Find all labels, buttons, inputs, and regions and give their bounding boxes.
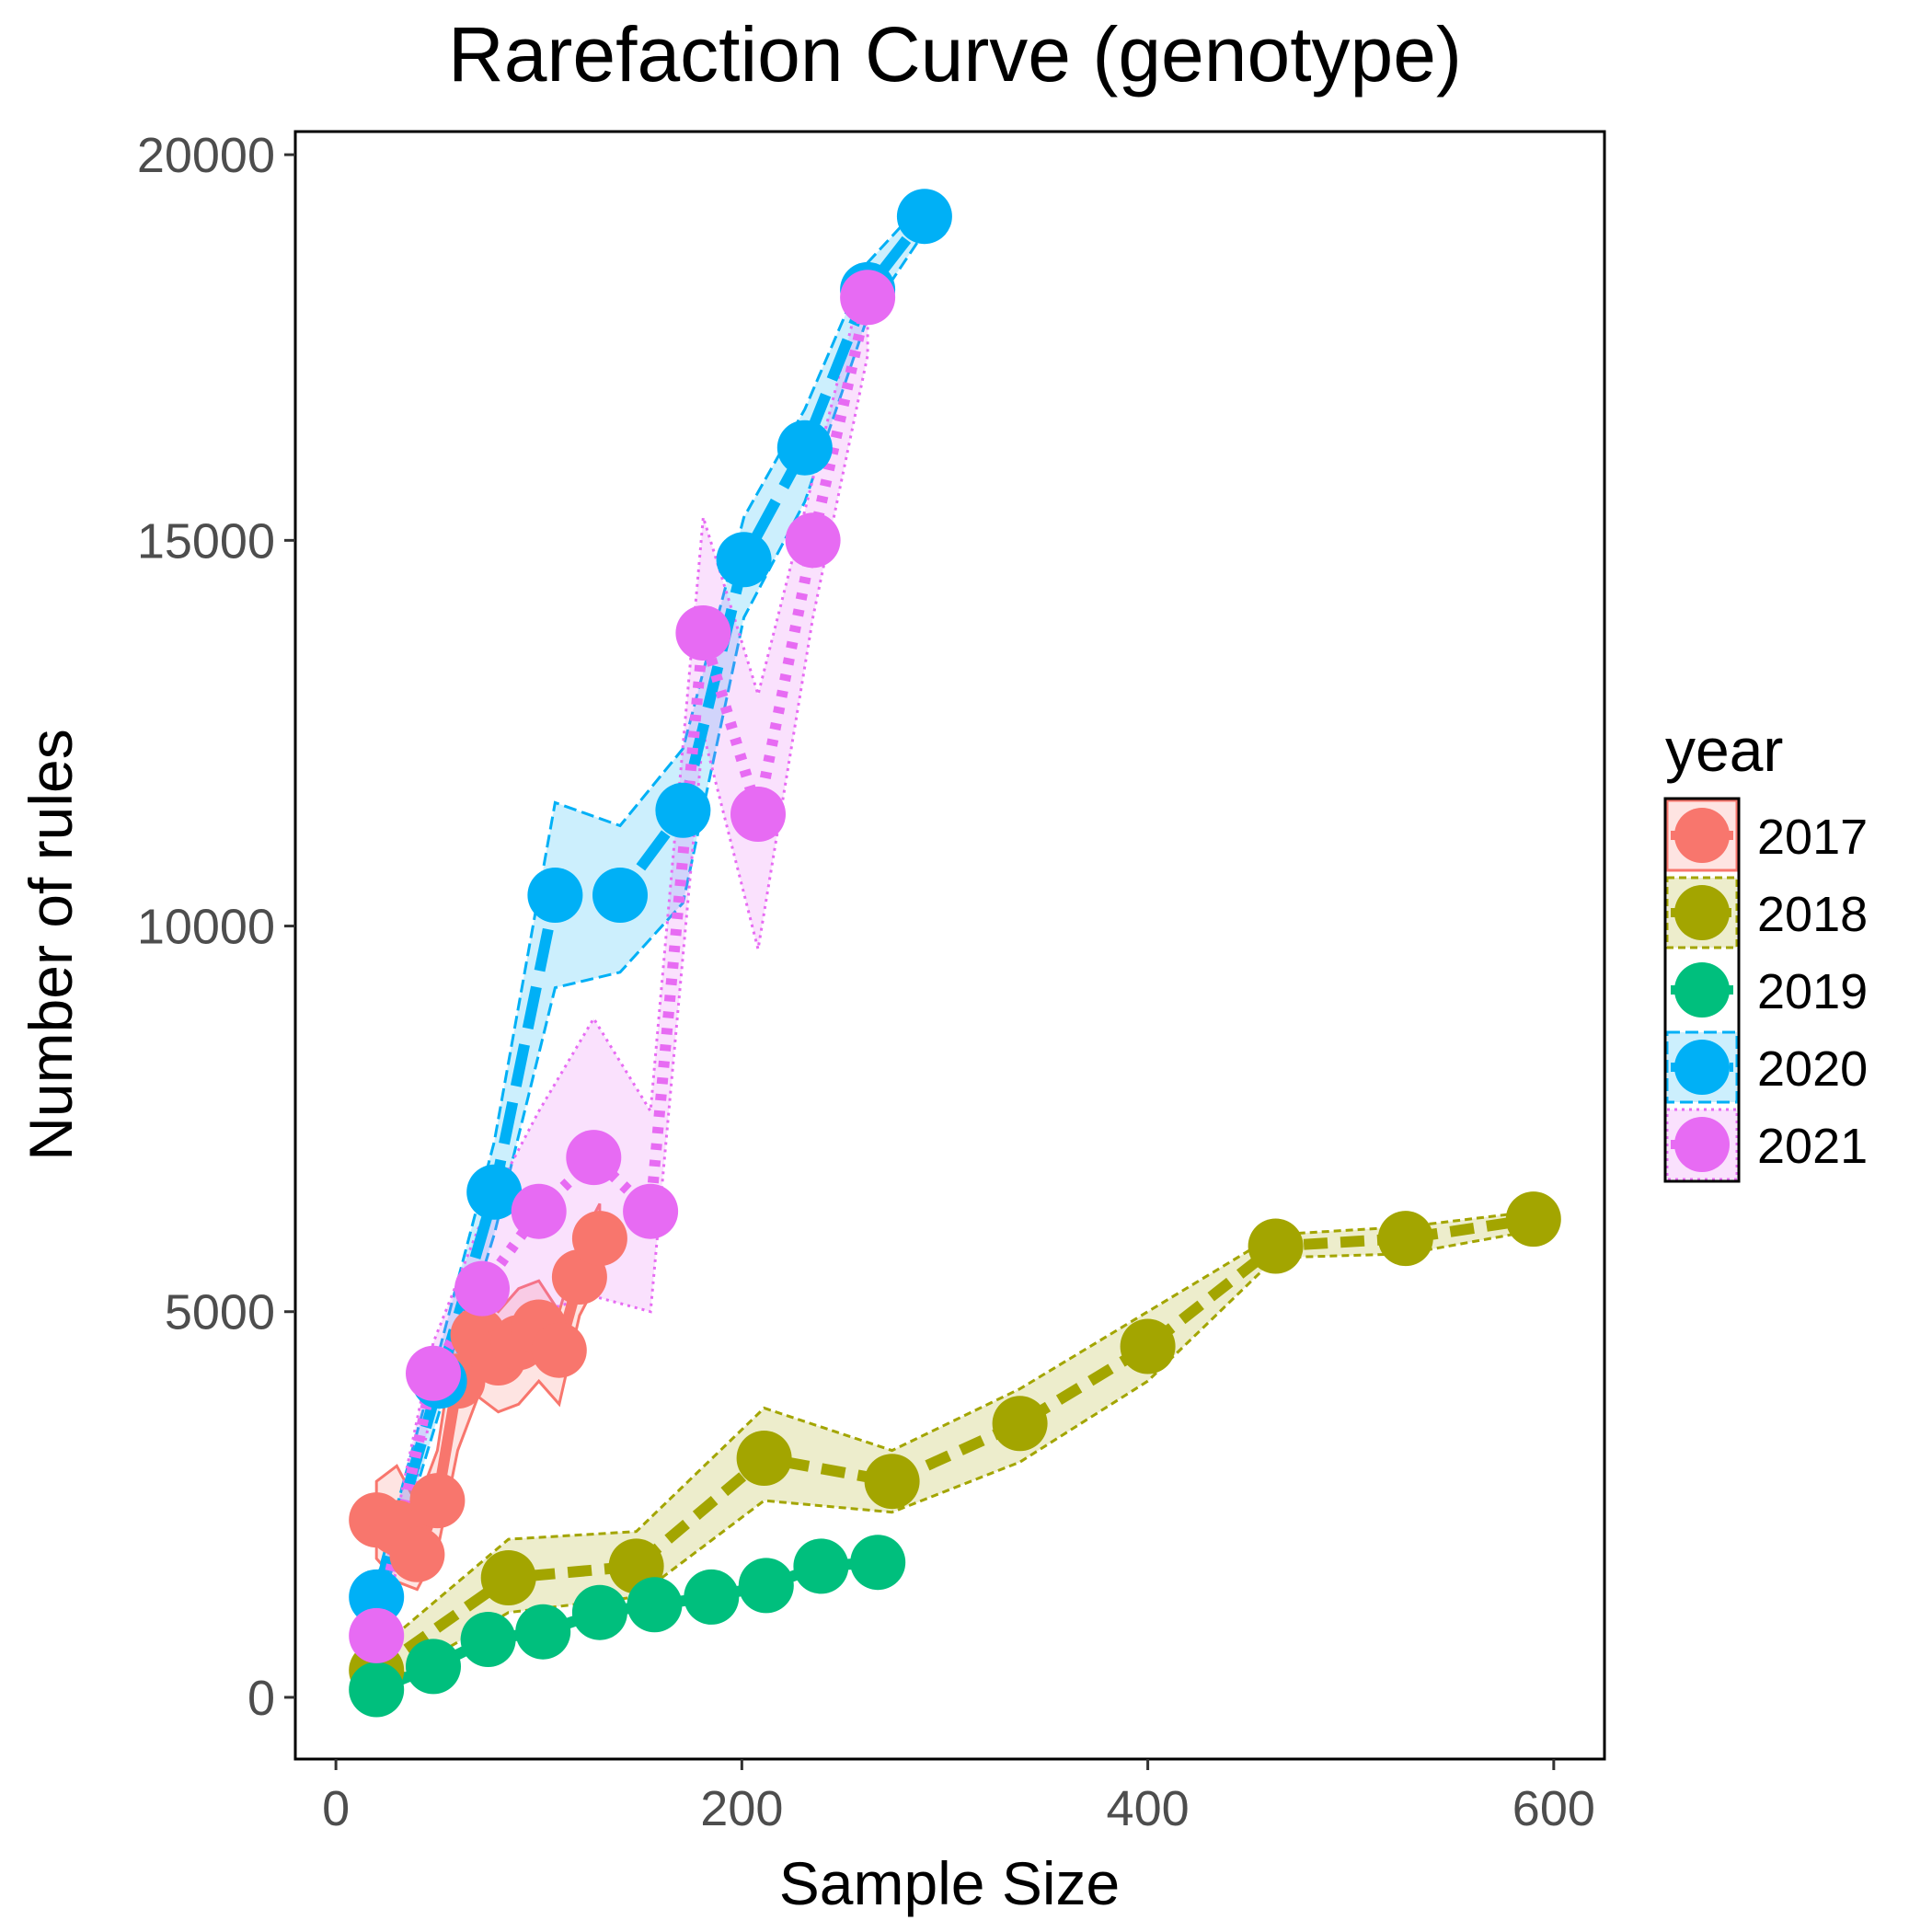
chart-title: Rarefaction Curve (genotype) — [448, 11, 1462, 98]
series-2018-line — [373, 1213, 1535, 1675]
series-2019-point — [515, 1604, 571, 1660]
legend-key-2020 — [1674, 1040, 1730, 1095]
series-2021-point — [785, 512, 841, 569]
series-2018-point — [1120, 1318, 1176, 1374]
series-2020-point — [716, 532, 772, 588]
series-2019-point — [349, 1662, 405, 1718]
series-2021-point — [675, 605, 731, 661]
legend-item-2021: 2021 — [1665, 1108, 1868, 1181]
x-tick-label: 400 — [1107, 1781, 1190, 1836]
legend-item-2018: 2018 — [1665, 876, 1868, 949]
series-2021-point — [511, 1183, 567, 1239]
legend-key-2019 — [1674, 962, 1730, 1018]
x-tick-label: 0 — [322, 1781, 350, 1836]
x-tick-label: 600 — [1512, 1781, 1595, 1836]
series-2021-point — [566, 1130, 622, 1186]
series-2021-point — [730, 787, 786, 842]
legend-label: 2020 — [1757, 1041, 1868, 1097]
x-tick-label: 200 — [700, 1781, 783, 1836]
legend-key-frame — [1663, 797, 1741, 1183]
series-2018-point — [992, 1396, 1048, 1452]
legend-title: year — [1665, 716, 1783, 784]
series-2019-point — [460, 1612, 516, 1667]
legend-item-2017: 2017 — [1665, 799, 1868, 872]
series-2018-point — [864, 1454, 920, 1510]
legend-key-2021 — [1674, 1117, 1730, 1172]
series-2019-point — [850, 1535, 906, 1591]
y-tick-label: 10000 — [137, 900, 275, 955]
legend-label: 2017 — [1757, 810, 1868, 865]
series-2017-point — [531, 1322, 587, 1378]
point-layer — [349, 189, 1561, 1718]
legend: 2017 2018 2019 2020 2021 — [1663, 797, 1868, 1183]
series-2020-point — [896, 189, 952, 245]
series-2020-point — [527, 868, 583, 923]
axis-layer: 0 200 400 600 0 5000 10000 15000 20000 — [137, 128, 1595, 1836]
series-2021-point — [623, 1183, 679, 1239]
series-2020-point — [349, 1569, 405, 1625]
y-tick-label: 5000 — [165, 1285, 275, 1340]
series-2021-point — [349, 1607, 405, 1663]
series-2019-point — [627, 1577, 683, 1633]
series-2018-point — [1248, 1218, 1304, 1274]
y-tick-label: 15000 — [137, 513, 275, 569]
series-2019-line — [374, 1557, 879, 1696]
series-2021-point — [406, 1345, 461, 1401]
series-2020-point — [592, 868, 648, 923]
series-2018-point — [736, 1431, 792, 1486]
series-2017-point — [389, 1526, 445, 1582]
series-2018-point — [1505, 1191, 1561, 1248]
legend-key-2018 — [1674, 885, 1730, 940]
y-axis-title: Number of rules — [17, 729, 85, 1161]
series-2017-point — [571, 1211, 627, 1267]
series-2021-point — [454, 1260, 510, 1317]
series-2020-point — [776, 420, 833, 476]
series-2017-point — [409, 1473, 466, 1529]
series-2019-point — [738, 1558, 794, 1614]
series-2018-point — [480, 1550, 536, 1605]
series-2018-point — [1377, 1211, 1433, 1267]
x-axis-title: Sample Size — [779, 1849, 1121, 1917]
series-2020-point — [655, 782, 711, 838]
y-tick-label: 0 — [247, 1671, 275, 1726]
series-2019-point — [571, 1584, 627, 1640]
legend-label: 2021 — [1757, 1119, 1868, 1174]
series-2019-point — [406, 1639, 461, 1695]
legend-item-2020: 2020 — [1665, 1030, 1868, 1104]
legend-label: 2018 — [1757, 887, 1868, 942]
legend-key-2017 — [1674, 808, 1730, 863]
series-2019-point — [684, 1569, 740, 1625]
plot-panel-border — [293, 130, 1606, 1761]
legend-label: 2019 — [1757, 964, 1868, 1019]
series-2020-point — [466, 1164, 523, 1220]
y-tick-label: 20000 — [137, 128, 275, 183]
legend-item-2019: 2019 — [1665, 953, 1868, 1027]
series-2019-point — [793, 1538, 849, 1594]
series-2021-point — [840, 270, 896, 326]
